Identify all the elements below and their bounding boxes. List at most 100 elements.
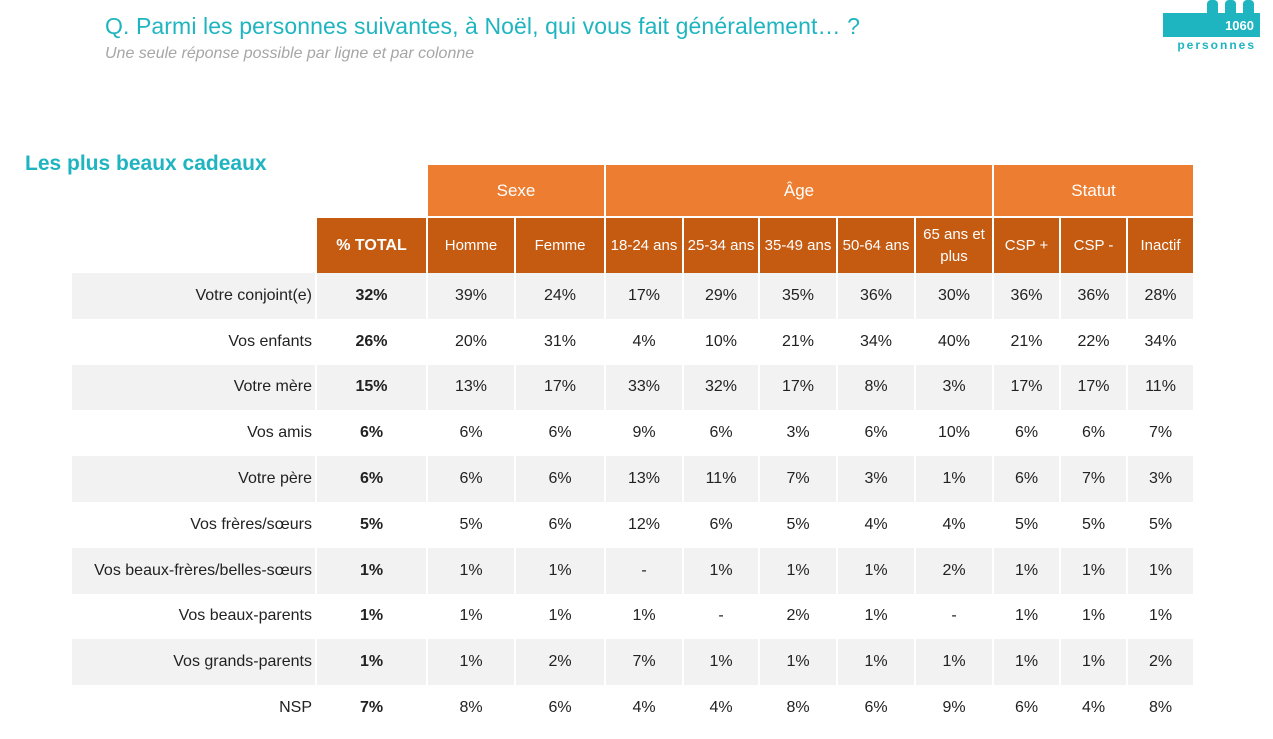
table-cell: 1% — [838, 639, 914, 686]
column-header: 35-49 ans — [760, 218, 836, 273]
table-cell: 34% — [1144, 332, 1177, 350]
table-cell: 6% — [864, 699, 888, 717]
table-cell: 1% — [916, 456, 992, 502]
table-cell: 1% — [684, 639, 758, 686]
table-cell: 1% — [760, 639, 836, 686]
table-cell: 40% — [937, 332, 971, 350]
column-header-total: % TOTAL — [317, 218, 426, 273]
table-cell: 1% — [1128, 547, 1193, 594]
table-cell: 17% — [1061, 364, 1126, 411]
table-cell: 1% — [1061, 639, 1126, 686]
column-header: Femme — [516, 218, 604, 273]
column-header: 25-34 ans — [684, 218, 758, 273]
table-cell: 20% — [454, 332, 488, 350]
table-cell: 6% — [548, 699, 572, 717]
row-total-cell: 1% — [317, 547, 426, 594]
table-cell: 6% — [516, 456, 604, 502]
row-total-cell: 7% — [359, 699, 384, 717]
table-cell: 36% — [994, 273, 1059, 319]
table-row: Vos beaux-parents 1% 1% 1% 1% - 2% 1% - 1% 1% 1% — [72, 594, 1193, 640]
table-cell: 21% — [1010, 332, 1043, 350]
group-header-row: Sexe Âge Statut — [72, 165, 1193, 218]
table-cell: - — [606, 547, 682, 594]
group-header-statut: Statut — [994, 165, 1193, 218]
row-label: NSP — [279, 699, 312, 717]
row-label: Vos enfants — [228, 332, 312, 350]
table-cell: 4% — [632, 332, 656, 350]
row-total-cell: 1% — [359, 607, 384, 625]
table-cell: 10% — [704, 332, 738, 350]
table-body: Votre conjoint(e) 32% 39% 24% 17% 29% 35% 36% 30… — [72, 273, 1193, 731]
table-cell: 2% — [916, 547, 992, 594]
table-row: Vos enfants 26% 20% 31% 4% 10% 21% 34% 40% 21% 22%… — [72, 319, 1193, 365]
table-cell: - — [951, 607, 957, 625]
table-row: Vos amis 6% 6% 6% 9% 6% 3% 6% 10% 6% 6% 7% — [72, 410, 1193, 456]
table-cell: 11% — [1128, 364, 1193, 411]
table-row: Votre père 6% 6% 6% 13% 11% 7% 3% 1% 6% 7% 3% — [72, 456, 1193, 502]
table-cell: 9% — [632, 424, 656, 442]
table-cell: 1% — [838, 547, 914, 594]
table-cell: 17% — [516, 364, 604, 411]
row-total-cell: 1% — [317, 639, 426, 686]
table-cell: 1% — [632, 607, 656, 625]
table-cell: 1% — [1148, 607, 1173, 625]
table-cell: 4% — [632, 699, 656, 717]
table-cell: 1% — [994, 547, 1059, 594]
column-header: CSP + — [994, 218, 1059, 273]
table-cell: 1% — [459, 607, 483, 625]
table-cell: 24% — [516, 273, 604, 319]
row-total-cell: 6% — [317, 456, 426, 502]
table-cell: 28% — [1128, 273, 1193, 319]
row-label: Vos beaux-frères/belles-sœurs — [72, 547, 315, 594]
row-total-cell: 5% — [359, 515, 384, 533]
table-cell: 9% — [942, 699, 966, 717]
table-cell: 6% — [994, 456, 1059, 502]
table-cell: 1% — [994, 639, 1059, 686]
table-row: Votre conjoint(e) 32% 39% 24% 17% 29% 35% 36% 30… — [72, 273, 1193, 319]
table-cell: 4% — [942, 515, 966, 533]
row-total-cell: 26% — [355, 332, 388, 350]
table-cell: 1% — [548, 607, 572, 625]
row-total-cell: 6% — [359, 424, 384, 442]
sample-size-label: personnes — [1177, 38, 1256, 52]
table-cell: 12% — [627, 515, 661, 533]
table-cell: 2% — [1128, 639, 1193, 686]
table-cell: 6% — [428, 456, 514, 502]
table-cell: 36% — [1061, 273, 1126, 319]
table-cell: 4% — [1081, 699, 1106, 717]
table-cell: 3% — [1128, 456, 1193, 502]
table-cell: 11% — [684, 456, 758, 502]
table-cell: 5% — [1148, 515, 1173, 533]
table-cell: 1% — [1081, 607, 1106, 625]
row-label: Votre conjoint(e) — [72, 273, 315, 319]
row-total-cell: 15% — [317, 364, 426, 411]
group-header-sexe: Sexe — [428, 165, 604, 218]
table-cell: 7% — [760, 456, 836, 502]
table-cell: 8% — [459, 699, 483, 717]
table-cell: 1% — [864, 607, 888, 625]
table-cell: 2% — [786, 607, 810, 625]
table-cell: 2% — [516, 639, 604, 686]
row-total-cell: 32% — [317, 273, 426, 319]
column-header: Inactif — [1128, 218, 1193, 273]
row-label: Vos beaux-parents — [178, 607, 312, 625]
table-cell: 22% — [1077, 332, 1110, 350]
table-row: NSP 7% 8% 6% 4% 4% 8% 6% 9% 6% 4% 8% — [72, 685, 1193, 731]
table-cell: 17% — [606, 273, 682, 319]
table-cell: 1% — [760, 547, 836, 594]
table-cell: 29% — [684, 273, 758, 319]
table-cell: 3% — [838, 456, 914, 502]
table-cell: 5% — [1014, 515, 1039, 533]
table-cell: 32% — [684, 364, 758, 411]
table-cell: 31% — [543, 332, 577, 350]
table-row: Vos grands-parents 1% 1% 2% 7% 1% 1% 1% 1% 1% 1% 2% — [72, 639, 1193, 686]
table-cell: 4% — [709, 699, 733, 717]
results-table: Sexe Âge Statut % TOTAL Homme Femme 18-2… — [70, 165, 1195, 731]
column-header-row: % TOTAL Homme Femme 18-24 ans 25-34 ans … — [72, 218, 1193, 273]
table-cell: 1% — [428, 547, 514, 594]
table-cell: 13% — [428, 364, 514, 411]
table-cell: 13% — [606, 456, 682, 502]
table-cell: 36% — [838, 273, 914, 319]
table-cell: 1% — [684, 547, 758, 594]
table-cell: 8% — [838, 364, 914, 411]
